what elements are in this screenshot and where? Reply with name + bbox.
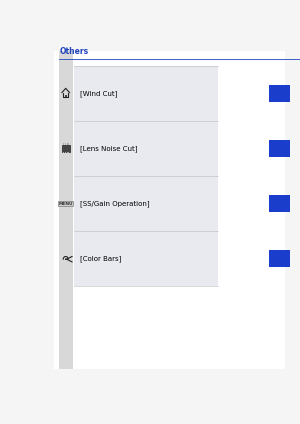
FancyBboxPatch shape	[268, 85, 290, 102]
FancyBboxPatch shape	[58, 51, 73, 369]
FancyBboxPatch shape	[268, 195, 290, 212]
Bar	[63, 143, 64, 145]
Bar	[67, 152, 69, 153]
FancyBboxPatch shape	[74, 176, 218, 231]
FancyBboxPatch shape	[54, 51, 285, 369]
Text: Others: Others	[60, 47, 89, 56]
Bar	[63, 152, 64, 153]
FancyBboxPatch shape	[74, 231, 218, 286]
Bar	[65, 152, 66, 153]
FancyBboxPatch shape	[74, 66, 218, 121]
Bar	[62, 145, 70, 152]
Text: [Lens Noise Cut]: [Lens Noise Cut]	[80, 145, 137, 152]
Text: [SS/Gain Operation]: [SS/Gain Operation]	[80, 200, 149, 207]
FancyBboxPatch shape	[74, 121, 218, 176]
Text: MENU: MENU	[58, 201, 73, 206]
Bar	[67, 143, 69, 145]
Bar	[65, 143, 66, 145]
Text: [Color Bars]: [Color Bars]	[80, 255, 121, 262]
FancyBboxPatch shape	[268, 140, 290, 157]
FancyBboxPatch shape	[268, 250, 290, 267]
Text: [Wind Cut]: [Wind Cut]	[80, 90, 117, 97]
